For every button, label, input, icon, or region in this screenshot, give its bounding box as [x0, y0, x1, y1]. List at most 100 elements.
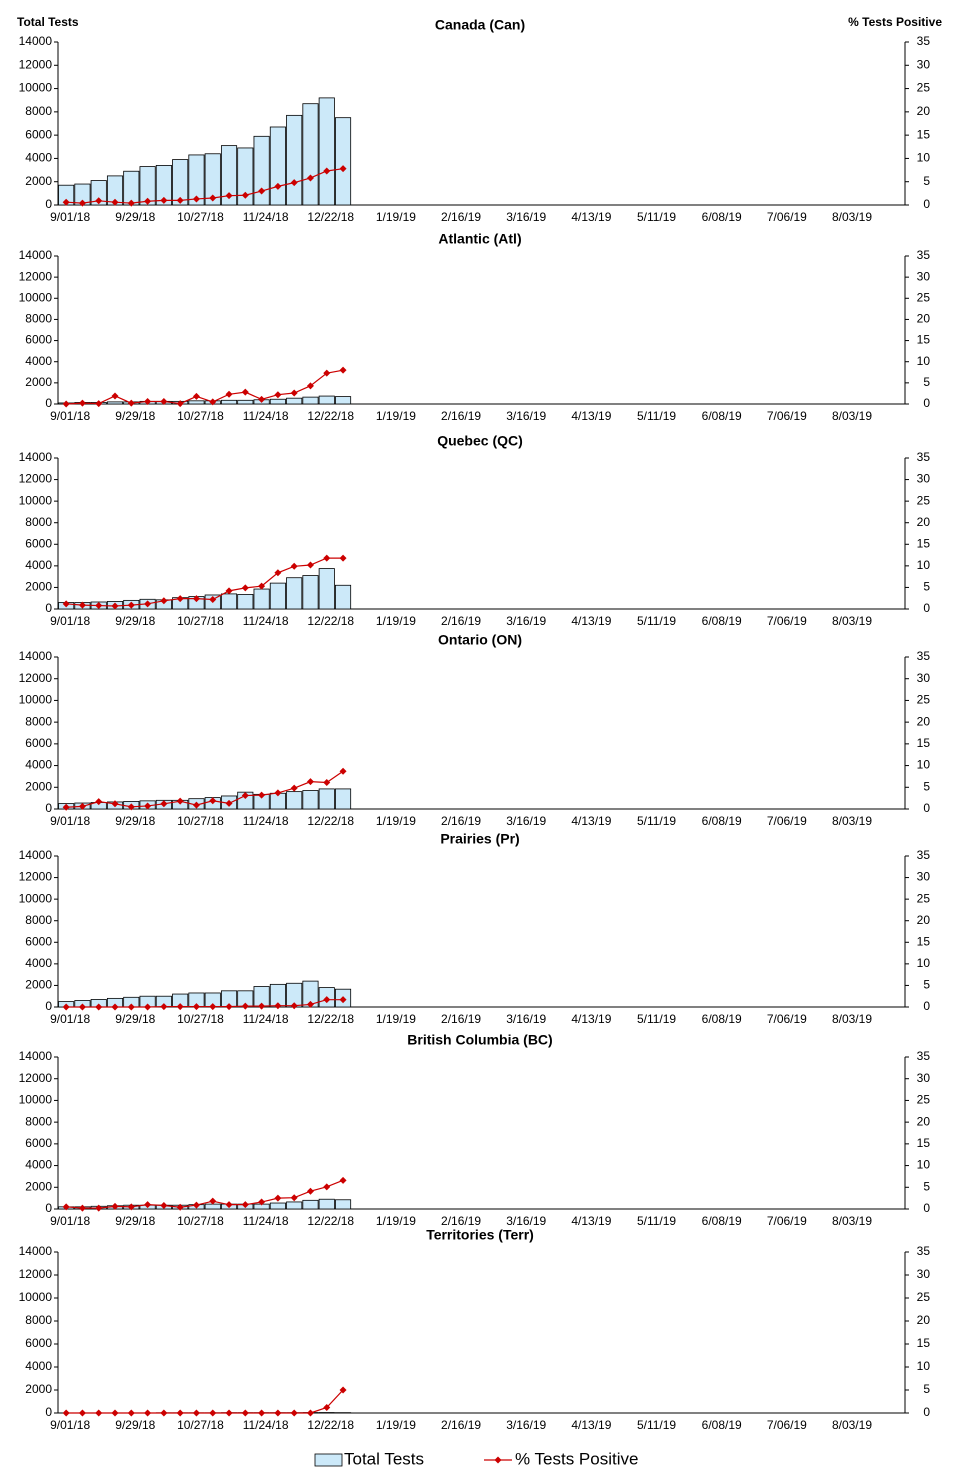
marker [209, 1409, 217, 1417]
x-tick-label: 6/08/19 [702, 1418, 742, 1432]
marker [306, 1000, 314, 1008]
marker [95, 1204, 103, 1212]
x-tick-label: 10/27/18 [177, 614, 224, 628]
x-tick-label: 7/06/19 [767, 814, 807, 828]
x-tick-label: 3/16/19 [506, 409, 546, 423]
y2-tick-label: 35 [917, 848, 931, 862]
y2-tick-label: 30 [917, 1071, 931, 1085]
marker [241, 1201, 249, 1209]
x-tick-label: 7/06/19 [767, 210, 807, 224]
y2-tick-label: 35 [917, 248, 931, 262]
x-tick-label: 1/19/19 [376, 210, 416, 224]
marker [144, 802, 152, 810]
x-tick-label: 8/03/19 [832, 1012, 872, 1026]
marker [323, 779, 331, 787]
x-tick-label: 10/27/18 [177, 1012, 224, 1026]
x-tick-label: 4/13/19 [571, 814, 611, 828]
bar [172, 159, 189, 206]
legend-marker [494, 1456, 502, 1464]
marker [144, 1201, 152, 1209]
x-tick-label: 1/19/19 [376, 409, 416, 423]
marker [176, 595, 184, 603]
bar [335, 584, 352, 610]
y2-tick-label: 5 [923, 375, 930, 389]
y2-tick-label: 20 [917, 104, 931, 118]
marker [62, 600, 70, 608]
x-tick-label: 3/16/19 [506, 210, 546, 224]
marker [160, 397, 168, 405]
y-tick-label: 2000 [25, 978, 52, 992]
marker [290, 784, 298, 792]
panel-title: Ontario (ON) [438, 632, 522, 648]
x-tick-label: 6/08/19 [702, 614, 742, 628]
marker [241, 1002, 249, 1010]
marker [225, 587, 233, 595]
marker [225, 1003, 233, 1011]
y-tick-label: 2000 [25, 375, 52, 389]
y-tick-label: 4000 [25, 354, 52, 368]
marker [323, 554, 331, 562]
x-tick-label: 11/24/18 [243, 409, 289, 423]
x-tick-label: 7/06/19 [767, 1012, 807, 1026]
y-tick-label: 6000 [25, 536, 52, 550]
marker [225, 799, 233, 807]
marker [258, 1002, 266, 1010]
marker [192, 595, 200, 603]
marker [274, 1409, 282, 1417]
marker [306, 1409, 314, 1417]
x-tick-label: 6/08/19 [702, 1214, 742, 1228]
x-tick-label: 3/16/19 [506, 814, 546, 828]
marker [176, 400, 184, 408]
x-tick-label: 2/16/19 [441, 1012, 481, 1026]
y2-tick-label: 15 [917, 736, 931, 750]
marker [62, 1003, 70, 1011]
x-tick-label: 7/06/19 [767, 1418, 807, 1432]
marker [274, 182, 282, 190]
x-tick-label: 3/16/19 [506, 1418, 546, 1432]
x-tick-label: 9/29/18 [115, 1214, 155, 1228]
bar [204, 153, 221, 206]
marker [274, 789, 282, 797]
x-tick-label: 11/24/18 [243, 814, 289, 828]
y2-tick-label: 20 [917, 312, 931, 326]
bar [253, 135, 270, 206]
y2-tick-label: 15 [917, 127, 931, 141]
y-tick-label: 2000 [25, 1179, 52, 1193]
x-tick-label: 2/16/19 [441, 1418, 481, 1432]
marker [323, 369, 331, 377]
marker [111, 392, 119, 400]
x-tick-label: 5/11/19 [637, 210, 676, 224]
marker [127, 803, 135, 811]
marker [192, 801, 200, 809]
panel-title: Quebec (QC) [437, 433, 523, 449]
marker [209, 797, 217, 805]
marker [127, 399, 135, 407]
x-tick-label: 9/29/18 [115, 409, 155, 423]
x-tick-label: 1/19/19 [376, 1418, 416, 1432]
bar [286, 1201, 303, 1210]
y-tick-label: 10000 [19, 290, 53, 304]
marker [323, 996, 331, 1004]
y2-tick-label: 25 [917, 693, 931, 707]
y2-tick-label: 15 [917, 1336, 931, 1350]
bar [335, 788, 352, 810]
y-tick-label: 6000 [25, 934, 52, 948]
x-tick-label: 1/19/19 [376, 1012, 416, 1026]
x-tick-label: 12/22/18 [307, 814, 354, 828]
y-tick-label: 8000 [25, 104, 52, 118]
legend-label: % Tests Positive [515, 1449, 638, 1468]
marker [339, 767, 347, 775]
marker [258, 791, 266, 799]
marker [127, 601, 135, 609]
x-tick-label: 9/29/18 [115, 210, 155, 224]
y2-tick-label: 10 [917, 1359, 931, 1373]
bar [220, 593, 238, 610]
x-tick-label: 4/13/19 [571, 409, 611, 423]
y-tick-label: 0 [45, 1405, 52, 1419]
y2-tick-label: 0 [923, 197, 930, 211]
x-tick-label: 9/01/18 [50, 614, 90, 628]
y-tick-label: 12000 [19, 269, 53, 283]
x-tick-label: 9/01/18 [50, 409, 90, 423]
y-axis-title: Total Tests [17, 15, 79, 29]
y-tick-label: 14000 [19, 1049, 53, 1063]
